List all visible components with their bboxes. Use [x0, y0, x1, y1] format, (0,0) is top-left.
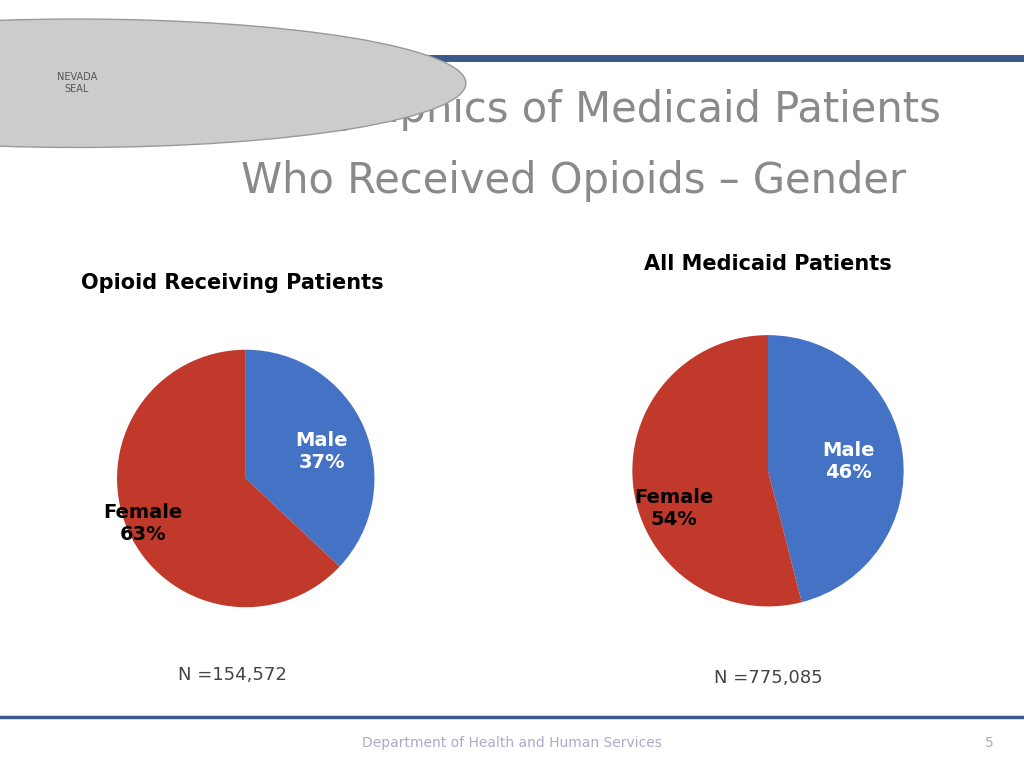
- Text: Demographics of Medicaid Patients: Demographics of Medicaid Patients: [207, 89, 940, 131]
- Text: Opioid Receiving Patients: Opioid Receiving Patients: [81, 273, 384, 293]
- Wedge shape: [768, 335, 903, 602]
- Text: 5: 5: [984, 737, 993, 750]
- Text: All Medicaid Patients: All Medicaid Patients: [644, 254, 892, 274]
- Text: N =775,085: N =775,085: [714, 670, 822, 687]
- Text: Who Received Opioids – Gender: Who Received Opioids – Gender: [241, 161, 906, 202]
- Wedge shape: [633, 335, 802, 607]
- Text: Male
46%: Male 46%: [822, 441, 874, 482]
- Text: NEVADA
SEAL: NEVADA SEAL: [56, 72, 97, 94]
- Text: N =154,572: N =154,572: [178, 666, 287, 684]
- Text: Department of Health and Human Services: Department of Health and Human Services: [362, 737, 662, 750]
- Text: Female
54%: Female 54%: [634, 488, 714, 529]
- Text: Male
37%: Male 37%: [296, 431, 348, 472]
- Wedge shape: [246, 349, 375, 567]
- Wedge shape: [117, 349, 340, 607]
- Text: Female
63%: Female 63%: [103, 503, 182, 544]
- Circle shape: [0, 19, 466, 147]
